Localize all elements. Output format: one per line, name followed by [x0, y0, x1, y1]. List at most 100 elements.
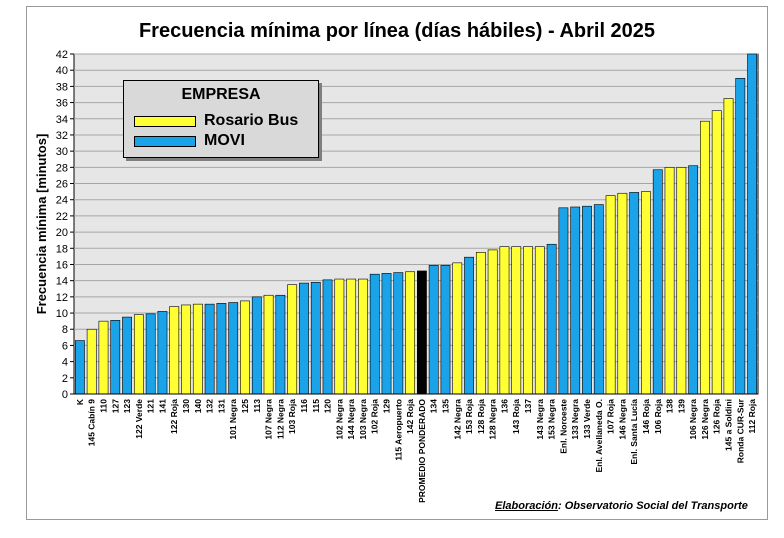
x-tick-label: 133 Verde — [582, 399, 592, 439]
legend: EMPRESA Rosario Bus MOVI — [123, 80, 319, 158]
bar — [192, 303, 203, 395]
y-tick-label: 22 — [56, 211, 68, 223]
bar — [735, 77, 746, 395]
bar — [676, 167, 687, 395]
bar — [381, 273, 392, 395]
legend-label-movi: MOVI — [204, 132, 245, 149]
x-tick-label: 138 — [665, 399, 675, 413]
bar — [263, 294, 274, 395]
bar — [558, 207, 569, 395]
x-tick-label: 107 Negra — [264, 399, 274, 440]
bar — [452, 262, 463, 395]
bar — [122, 316, 132, 395]
x-tick-label: 143 Negra — [535, 399, 545, 440]
y-tick-label: 24 — [56, 195, 68, 207]
bar — [487, 249, 498, 395]
bar — [711, 110, 722, 395]
y-tick-label: 18 — [56, 243, 68, 255]
legend-item-rosario-bus: Rosario Bus — [134, 111, 298, 131]
x-tick-label: 102 Roja — [370, 399, 380, 434]
y-tick-label: 28 — [56, 162, 68, 174]
x-tick-label: 123 — [122, 399, 132, 413]
chart-title: Frecuencia mínima por línea (días hábile… — [138, 20, 656, 42]
y-tick-label: 32 — [56, 130, 68, 142]
credit-lead: Elaboración — [495, 500, 558, 512]
x-tick-label: 115 Aeropuerto — [393, 399, 403, 461]
x-tick-label: 134 — [429, 399, 439, 413]
x-tick-label: 126 Negra — [700, 399, 710, 440]
x-tick-label: 116 — [299, 399, 309, 413]
x-tick-label: 133 Negra — [570, 399, 580, 440]
y-tick-label: 12 — [56, 292, 68, 304]
x-tick-label: 127 — [110, 399, 120, 413]
bar — [157, 311, 168, 395]
bar — [511, 246, 522, 395]
x-tick-label: 139 — [676, 399, 686, 413]
x-tick-label: 112 Roja — [747, 399, 757, 434]
y-tick-label: 30 — [56, 146, 68, 158]
credit-text: : Observatorio Social del Transporte — [557, 500, 748, 512]
x-tick-label: 145 Cabín 9 — [87, 399, 97, 447]
x-tick-label: PROMEDIO PONDERADO — [417, 399, 427, 503]
x-tick-label: 140 — [193, 399, 203, 413]
x-tick-label: 126 Roja — [712, 399, 722, 434]
y-tick-label: 34 — [56, 114, 68, 126]
x-tick-label: Enl. Avellaneda O. — [594, 399, 604, 473]
x-tick-label: 145 a Soldini — [724, 399, 734, 451]
x-tick-label: 141 — [157, 399, 167, 413]
x-tick-label: 143 Roja — [511, 399, 521, 434]
y-tick-label: 6 — [62, 340, 68, 352]
bar — [664, 167, 675, 395]
x-tick-label: 122 Verde — [134, 399, 144, 439]
bar — [723, 98, 734, 395]
credit-note: Elaboración: Observatorio Social del Tra… — [495, 500, 748, 512]
bar — [169, 306, 180, 395]
bar — [617, 192, 628, 395]
x-tick-label: 146 Negra — [617, 399, 627, 440]
bar — [440, 264, 451, 395]
legend-item-movi: MOVI — [134, 131, 245, 151]
x-tick-label: 121 — [146, 399, 156, 413]
x-tick-label: 110 — [98, 399, 108, 413]
bar — [629, 192, 640, 395]
y-tick-label: 26 — [56, 179, 68, 191]
x-tick-label: 102 Negra — [334, 399, 344, 440]
bar — [499, 246, 510, 395]
bar — [475, 252, 486, 395]
bar — [393, 272, 404, 395]
legend-title: EMPRESA — [181, 86, 261, 103]
bar — [251, 296, 262, 395]
x-tick-label: 136 — [499, 399, 509, 413]
bar — [570, 206, 581, 395]
bar — [523, 246, 533, 395]
x-tick-label: 122 Roja — [169, 399, 179, 434]
x-tick-label: Ronda CUR-Sur — [735, 398, 745, 463]
x-tick-label: 106 Negra — [688, 399, 698, 440]
x-tick-label: 131 — [216, 399, 226, 413]
bar — [204, 303, 215, 395]
bar — [534, 246, 545, 395]
y-tick-label: 20 — [56, 227, 68, 239]
y-axis-label: Frecuencia mínima [minutos] — [34, 134, 49, 315]
bar — [334, 278, 345, 395]
y-tick-label: 42 — [56, 49, 68, 61]
x-tick-label: 130 — [181, 399, 191, 413]
x-tick-label: 153 Negra — [547, 399, 557, 440]
y-tick-label: 36 — [56, 98, 68, 110]
bar — [369, 273, 380, 395]
y-tick-label: 10 — [56, 308, 68, 320]
x-tick-label: 112 Negra — [275, 399, 285, 439]
bar — [358, 278, 368, 395]
bar — [688, 165, 699, 395]
bar — [74, 340, 85, 395]
x-tick-label: 103 Roja — [287, 399, 297, 434]
bar — [582, 205, 592, 395]
legend-swatch-rosario-bus — [134, 115, 196, 127]
x-tick-label: 106 Roja — [653, 399, 663, 434]
bar — [652, 169, 663, 395]
legend-label-rosario-bus: Rosario Bus — [204, 112, 299, 129]
x-tick-label: 144 Negra — [346, 399, 356, 440]
bar — [287, 284, 298, 395]
bar — [98, 320, 109, 395]
